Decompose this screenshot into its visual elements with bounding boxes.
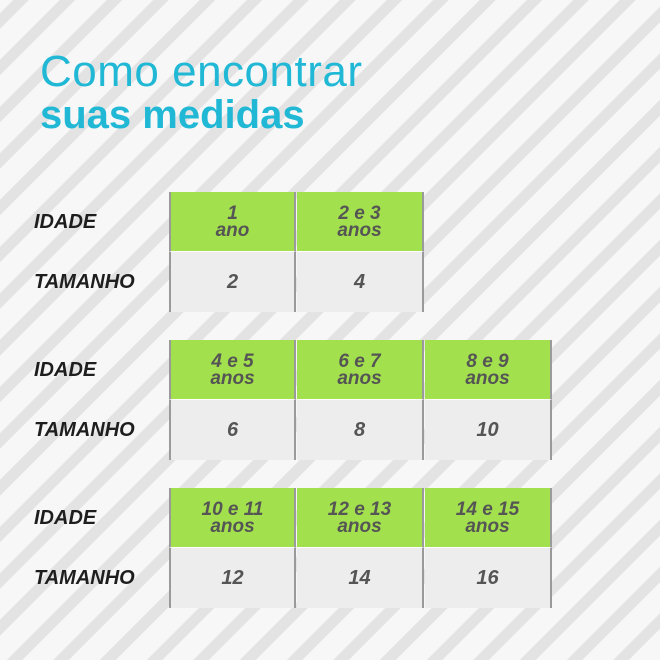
age-unit: anos <box>337 515 382 537</box>
age-unit: anos <box>465 515 510 537</box>
size-cell: 10 <box>425 400 552 460</box>
age-value: 1 <box>227 202 238 224</box>
age-value: 4 e 5 <box>211 350 254 372</box>
title-line-1: Como encontrar <box>40 47 363 96</box>
size-cell: 8 <box>297 400 424 460</box>
age-row-label: IDADE <box>34 210 97 233</box>
title-line-2: suas medidas <box>40 93 305 137</box>
age-value: 8 e 9 <box>466 350 509 372</box>
age-unit: anos <box>210 515 255 537</box>
age-cell: 8 e 9 anos <box>425 340 552 400</box>
size-row-label: TAMANHO <box>34 270 135 293</box>
age-cell: 2 e 3 anos <box>297 192 424 252</box>
age-value: 14 e 15 <box>455 498 520 520</box>
age-unit: anos <box>337 219 382 241</box>
age-unit: anos <box>465 367 510 389</box>
age-cell: 14 e 15 anos <box>425 488 552 548</box>
size-cell: 6 <box>169 400 296 460</box>
age-unit: anos <box>337 367 382 389</box>
age-cell: 1 ano <box>169 192 296 252</box>
size-cell: 16 <box>425 548 552 608</box>
size-cell: 4 <box>297 252 424 312</box>
age-unit: anos <box>210 367 255 389</box>
size-cell: 2 <box>169 252 296 312</box>
size-row-label: TAMANHO <box>34 566 135 589</box>
age-cell: 4 e 5 anos <box>169 340 296 400</box>
size-row-label: TAMANHO <box>34 418 135 441</box>
size-cell: 14 <box>297 548 424 608</box>
age-value: 6 e 7 <box>338 350 381 372</box>
age-cell: 10 e 11 anos <box>169 488 296 548</box>
age-cell: 12 e 13 anos <box>297 488 424 548</box>
age-row-label: IDADE <box>34 358 97 381</box>
size-cell: 12 <box>169 548 296 608</box>
age-row-label: IDADE <box>34 506 97 529</box>
age-value: 10 e 11 <box>201 498 264 520</box>
age-unit: ano <box>215 219 250 241</box>
age-value: 12 e 13 <box>327 498 392 520</box>
age-value: 2 e 3 <box>338 202 381 224</box>
age-cell: 6 e 7 anos <box>297 340 424 400</box>
